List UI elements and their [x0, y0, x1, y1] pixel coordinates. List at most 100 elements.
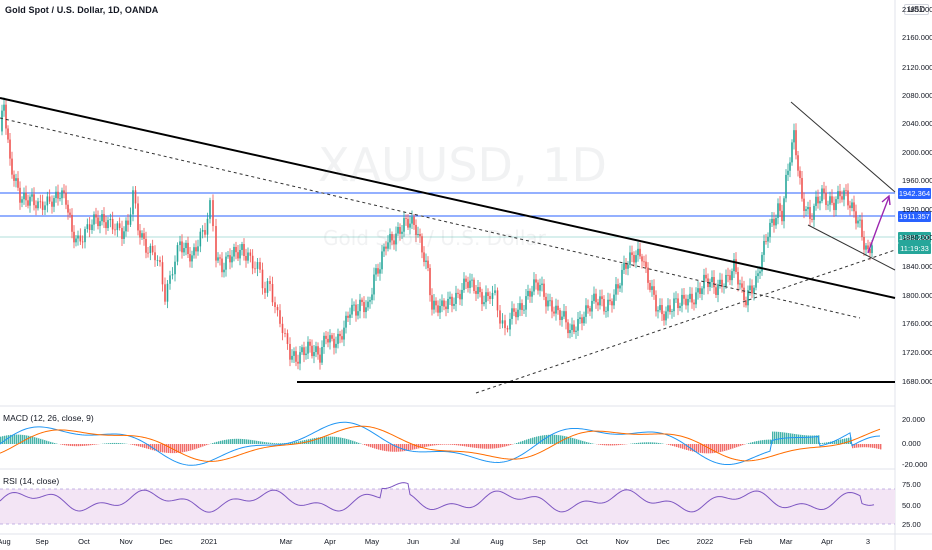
candle-body: [657, 310, 659, 312]
macd-histogram-bar: [232, 438, 234, 444]
macd-histogram-bar: [16, 434, 18, 444]
macd-histogram-bar: [434, 444, 436, 446]
candle-body: [821, 188, 823, 202]
candle-body: [75, 238, 77, 243]
candle-body: [399, 226, 401, 234]
macd-line: [0, 421, 881, 466]
candle-body: [713, 277, 715, 288]
candle-body: [63, 190, 65, 193]
macd-histogram-bar: [608, 444, 610, 446]
candle-body: [137, 203, 139, 231]
rsi-pane-title[interactable]: RSI (14, close): [3, 476, 60, 486]
candle-body: [817, 196, 819, 204]
candle-body: [501, 320, 504, 324]
macd-histogram-bar: [654, 442, 656, 444]
candle-body: [387, 242, 389, 249]
candle-body: [506, 328, 509, 330]
macd-histogram-bar: [292, 442, 294, 444]
macd-histogram-bar: [250, 439, 252, 444]
candle-body: [176, 245, 179, 262]
candle-body: [357, 311, 359, 316]
symbol-title[interactable]: Gold Spot / U.S. Dollar, 1D, OANDA: [5, 5, 159, 15]
macd-histogram-bar: [186, 444, 188, 452]
candle-body: [333, 338, 335, 348]
macd-histogram-bar: [302, 440, 304, 444]
candle-body: [469, 280, 471, 288]
macd-histogram-bar: [46, 440, 48, 444]
macd-histogram-bar: [650, 442, 652, 444]
macd-histogram-bar: [0, 436, 2, 444]
macd-histogram-bar: [770, 439, 772, 444]
macd-histogram-bar: [320, 437, 322, 444]
candle-body: [463, 278, 465, 290]
candle-body: [769, 222, 771, 237]
candle-body: [865, 245, 867, 250]
time-axis-label: Aug: [490, 537, 504, 546]
candle-body: [523, 309, 525, 311]
candle-body: [93, 214, 95, 225]
macd-histogram-bar: [622, 444, 624, 445]
candle-body: [805, 209, 807, 211]
macd-histogram-bar: [768, 439, 770, 444]
macd-histogram-bar: [422, 444, 424, 448]
candle-body: [613, 294, 615, 306]
macd-histogram-bar: [170, 444, 172, 454]
time-axis-label: 2022: [696, 537, 714, 546]
candle-body: [601, 296, 603, 300]
candle-body: [649, 282, 651, 290]
macd-histogram-bar: [212, 443, 214, 444]
macd-histogram-bar: [494, 444, 496, 449]
candle-body: [367, 301, 369, 308]
macd-histogram-bar: [248, 439, 250, 444]
candle-body: [359, 299, 361, 312]
candle-body: [191, 255, 193, 262]
candle-body: [164, 284, 166, 302]
candle-body: [39, 201, 42, 203]
macd-histogram-bar: [406, 444, 408, 451]
macd-histogram-bar: [182, 444, 184, 453]
macd-histogram-bar: [42, 439, 44, 444]
candle-body: [251, 255, 254, 269]
candle-body: [266, 281, 269, 293]
candle-body: [127, 220, 129, 225]
macd-histogram-bar: [524, 440, 526, 444]
macd-histogram-bar: [238, 438, 240, 444]
candle-body: [264, 288, 266, 293]
candle-body: [235, 246, 237, 253]
macd-histogram-bar: [716, 444, 718, 453]
candle-body: [116, 223, 119, 230]
macd-histogram-bar: [30, 436, 32, 444]
macd-pane-title[interactable]: MACD (12, 26, close, 9): [3, 413, 94, 423]
candle-body: [655, 294, 657, 312]
macd-histogram-bar: [450, 444, 452, 445]
currency-badge[interactable]: USD: [904, 4, 929, 15]
candle-body: [125, 220, 127, 232]
candle-body: [209, 200, 211, 219]
macd-histogram-bar: [266, 442, 268, 444]
macd-histogram-bar: [712, 444, 714, 454]
macd-histogram-bar: [656, 442, 658, 444]
candle-body: [683, 294, 685, 299]
candle-body: [321, 346, 323, 363]
macd-histogram-bar: [416, 444, 418, 449]
macd-histogram-bar: [78, 444, 80, 447]
time-axis-label: Oct: [78, 537, 90, 546]
candle-body: [97, 217, 99, 227]
macd-histogram-bar: [14, 434, 16, 444]
macd-histogram-bar: [840, 439, 842, 444]
macd-histogram-bar: [152, 444, 154, 451]
macd-histogram-bar: [694, 444, 696, 452]
candle-body: [843, 190, 845, 200]
macd-histogram-bar: [276, 443, 278, 444]
candle-body: [181, 241, 183, 253]
macd-histogram-bar: [198, 444, 200, 448]
macd-histogram-bar: [38, 438, 40, 444]
macd-histogram-bar: [204, 444, 206, 446]
macd-histogram-bar: [300, 440, 302, 444]
macd-histogram-bar: [324, 436, 326, 444]
macd-histogram-bar: [674, 444, 676, 447]
macd-axis-label: 0.000: [902, 439, 921, 448]
candle-body: [711, 277, 713, 283]
